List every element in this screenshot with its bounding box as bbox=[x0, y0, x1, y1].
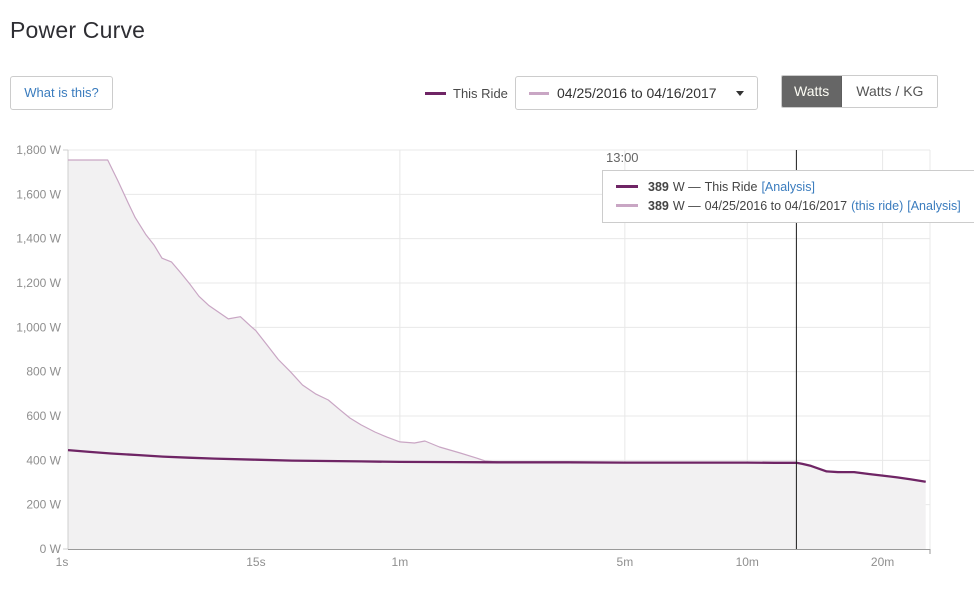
tooltip-unit-dash: W — bbox=[672, 179, 701, 194]
x-axis-label: 15s bbox=[246, 555, 265, 569]
chevron-down-icon bbox=[736, 90, 744, 96]
date-range-dropdown[interactable]: 04/25/2016 to 04/16/2017 bbox=[515, 76, 758, 110]
watts-kg-button[interactable]: Watts / KG bbox=[842, 76, 938, 107]
y-axis-label: 400 W bbox=[26, 453, 61, 467]
what-is-this-button[interactable]: What is this? bbox=[10, 76, 113, 110]
tooltip-value-date-range: 389 bbox=[648, 198, 669, 213]
x-axis-label: 5m bbox=[617, 555, 634, 569]
this-ride-line-swatch bbox=[425, 91, 446, 95]
analysis-link[interactable]: [Analysis] bbox=[907, 198, 961, 213]
tooltip-unit-dash: W — bbox=[672, 198, 701, 213]
y-axis-label: 1,200 W bbox=[16, 276, 61, 290]
y-axis-label: 0 W bbox=[40, 542, 62, 556]
x-axis-label: 20m bbox=[871, 555, 894, 569]
series-line bbox=[67, 448, 926, 483]
watts-button[interactable]: Watts bbox=[782, 76, 843, 107]
y-axis-label: 1,800 W bbox=[16, 143, 61, 157]
y-axis-label: 1,600 W bbox=[16, 187, 61, 201]
series-area-fill bbox=[68, 159, 926, 549]
tooltip-swatch-date-range bbox=[616, 204, 638, 207]
hover-tooltip: 389 W — This Ride [Analysis] 389 W — 04/… bbox=[602, 170, 974, 223]
x-axis-label: 1m bbox=[392, 555, 409, 569]
analysis-link[interactable]: [Analysis] bbox=[761, 179, 815, 194]
y-axis-label: 800 W bbox=[26, 365, 61, 379]
date-range-line-swatch bbox=[529, 91, 549, 95]
this-ride-link[interactable]: (this ride) bbox=[851, 198, 904, 213]
y-axis-label: 600 W bbox=[26, 409, 61, 423]
y-axis-label: 1,400 W bbox=[16, 232, 61, 246]
y-axis-label: 200 W bbox=[26, 498, 61, 512]
tooltip-row-date-range: 389 W — 04/25/2016 to 04/16/2017 (this r… bbox=[616, 196, 965, 215]
tooltip-time: 13:00 bbox=[606, 150, 639, 165]
tooltip-label-date-range: 04/25/2016 to 04/16/2017 bbox=[704, 198, 848, 213]
date-range-value: 04/25/2016 to 04/16/2017 bbox=[557, 85, 717, 101]
tooltip-value-this-ride: 389 bbox=[648, 179, 669, 194]
x-axis-label: 1s bbox=[56, 555, 69, 569]
units-toggle-group: Watts Watts / KG bbox=[781, 75, 939, 108]
legend-this-ride: This Ride bbox=[425, 84, 508, 102]
tooltip-swatch-this-ride bbox=[616, 185, 638, 188]
legend-this-ride-label: This Ride bbox=[453, 85, 508, 101]
tooltip-row-this-ride: 389 W — This Ride [Analysis] bbox=[616, 177, 965, 196]
page-title: Power Curve bbox=[10, 17, 146, 43]
y-axis-label: 1,000 W bbox=[16, 320, 61, 334]
tooltip-label-this-ride: This Ride bbox=[704, 179, 758, 194]
x-axis-label: 10m bbox=[736, 555, 759, 569]
